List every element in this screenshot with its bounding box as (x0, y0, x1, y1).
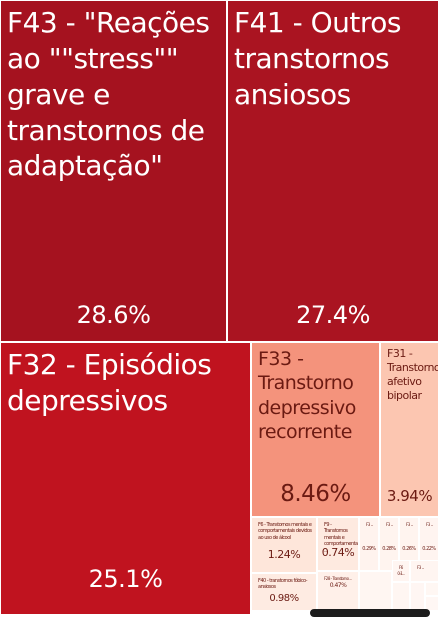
tile-label: F3 ... (386, 522, 393, 527)
tile-value: 27.4% (296, 301, 370, 329)
treemap-tile[interactable]: F3 ... (410, 560, 439, 582)
tile-label: F3 ... (366, 522, 373, 527)
tile-label: F40 - transtornos fóbico-ansiosos (258, 578, 308, 591)
tile-label: F6 ... (399, 565, 403, 576)
treemap-tile[interactable]: F40 - transtornos fóbico-ansiosos 0.98% (251, 573, 317, 611)
tile-value: 28.6% (76, 301, 151, 329)
tile-value: 0.47% (329, 582, 347, 589)
tile-value: 0.98% (269, 593, 299, 604)
treemap-tile[interactable]: F41 - Outros transtornos ansiosos 27.4% (227, 0, 439, 342)
treemap-tile[interactable]: F6 - Transtornos mentais e comportamenta… (251, 517, 317, 573)
treemap-tile[interactable] (392, 582, 410, 611)
tile-value: 0.28% (382, 546, 396, 552)
tile-label: F3 ... (417, 565, 424, 570)
treemap-tile[interactable]: F43 - "Reações ao ""stress"" grave e tra… (0, 0, 227, 342)
treemap-tile[interactable]: F33 - Transtorno depressivo recorrente 8.… (251, 342, 380, 517)
tile-value: 0.29% (362, 546, 376, 552)
treemap-tile[interactable] (410, 582, 425, 611)
tile-label: F3 ... (406, 522, 413, 527)
treemap-tile[interactable]: F28 - Transtorno ... 0.47% (317, 571, 359, 611)
treemap-tile[interactable]: F3 ... 0.26% (399, 517, 419, 571)
tile-label: F31 - Transtorno afetivo bipolar (387, 347, 439, 403)
tile-label: F9 - Transtornos mentais e comportamenta… (324, 522, 359, 554)
tile-value: 25.1% (88, 565, 163, 593)
tile-value: 0.74% (321, 546, 355, 559)
treemap-tile[interactable] (359, 571, 392, 611)
tile-value: 8.46% (280, 481, 351, 507)
tile-value: 0.22% (422, 546, 436, 552)
treemap-tile[interactable]: F31 - Transtorno afetivo bipolar 3.94% (380, 342, 439, 517)
home-indicator (310, 609, 430, 617)
tile-label: F43 - "Reações ao ""stress"" grave e tra… (7, 6, 210, 183)
tile-label: F28 - Transtorno ... (324, 576, 352, 581)
tile-label: F3 ... (426, 522, 433, 527)
tile-value: 0.26% (402, 546, 416, 552)
tile-label: F32 - Episódios depressivos (7, 348, 212, 417)
treemap-tile[interactable]: F32 - Episódios depressivos 25.1% (0, 342, 251, 615)
tile-value: 0.1... (397, 571, 405, 576)
treemap-tile[interactable] (425, 582, 439, 596)
treemap-tile[interactable]: F9 - Transtornos mentais e comportamenta… (317, 517, 359, 571)
treemap-tile[interactable]: F3 ... 0.29% (359, 517, 379, 571)
tile-value: 1.24% (267, 548, 301, 561)
tile-label: F41 - Outros transtornos ansiosos (234, 6, 402, 111)
tile-label: F6 - Transtornos mentais e comportamenta… (258, 522, 312, 541)
tile-value: 3.94% (386, 487, 433, 505)
treemap-tile[interactable]: F3 ... 0.28% (379, 517, 399, 571)
treemap-tile[interactable]: F6 ... 0.1... (392, 560, 410, 582)
tile-label: F33 - Transtorno depressivo recorrente (258, 348, 356, 443)
